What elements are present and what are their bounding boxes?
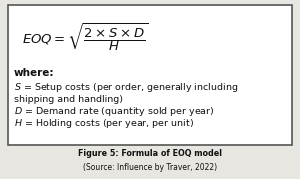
Text: $H$ = Holding costs (per year, per unit): $H$ = Holding costs (per year, per unit): [14, 117, 194, 130]
Text: Figure 5: Formula of EOQ model: Figure 5: Formula of EOQ model: [78, 149, 222, 158]
Text: $EOQ = \sqrt{\dfrac{2 \times S \times D}{H}}$: $EOQ = \sqrt{\dfrac{2 \times S \times D}…: [22, 22, 149, 54]
Text: (Source: Influence by Traver, 2022): (Source: Influence by Traver, 2022): [83, 163, 217, 171]
Text: where:: where:: [14, 68, 55, 78]
Text: $D$ = Demand rate (quantity sold per year): $D$ = Demand rate (quantity sold per yea…: [14, 105, 214, 118]
FancyBboxPatch shape: [8, 5, 292, 145]
Text: $S$ = Setup costs (per order, generally including: $S$ = Setup costs (per order, generally …: [14, 81, 238, 95]
Text: shipping and handling): shipping and handling): [14, 95, 123, 103]
